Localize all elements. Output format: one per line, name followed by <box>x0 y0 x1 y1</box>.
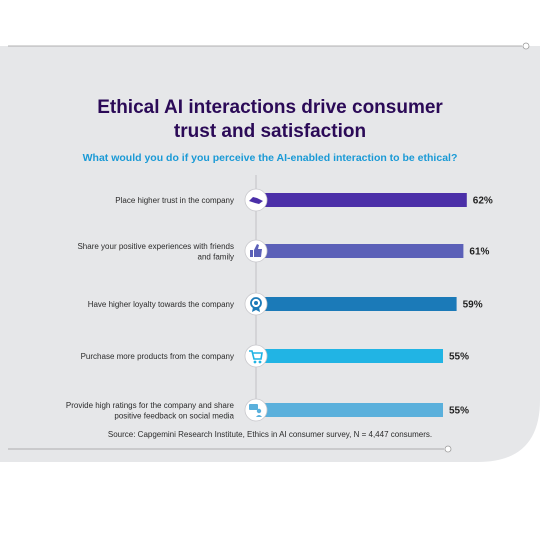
bar-3 <box>256 297 457 311</box>
category-label-1: Place higher trust in the company <box>115 196 234 205</box>
category-label-5-line-2: positive feedback on social media <box>114 411 234 420</box>
award-badge-icon <box>244 292 268 316</box>
value-label-4: 55% <box>449 352 469 363</box>
value-label-1: 62% <box>473 196 493 207</box>
bar-2 <box>256 244 464 258</box>
source-note: Source: Capgemini Research Institute, Et… <box>107 430 433 439</box>
chart-title-line-1: Ethical AI interactions drive consumer <box>97 97 443 118</box>
chat-feedback-icon <box>244 398 268 422</box>
category-label-3: Have higher loyalty towards the company <box>88 300 234 309</box>
bottom-divider-end <box>444 445 452 453</box>
value-label-2: 61% <box>469 247 489 258</box>
value-label-5: 55% <box>449 406 469 417</box>
chart-subtitle: What would you do if you perceive the AI… <box>82 152 458 164</box>
handshake-icon <box>244 188 268 212</box>
category-label-2-line-2: and family <box>198 252 234 261</box>
value-label-3: 59% <box>463 300 483 311</box>
category-label-2-line-1: Share your positive experiences with fri… <box>77 242 234 251</box>
chart-title-line-2: trust and satisfaction <box>173 121 367 142</box>
bars-layer: 62% Place higher trust in the company 61% S… <box>66 188 493 422</box>
bar-5 <box>256 403 443 417</box>
shopping-cart-icon <box>244 344 268 368</box>
thumbs-up-icon <box>244 239 268 263</box>
category-label-5-line-1: Provide high ratings for the company and… <box>66 401 235 410</box>
top-divider-end <box>522 42 530 50</box>
bar-1 <box>256 193 467 207</box>
bar-4 <box>256 349 443 363</box>
category-label-4: Purchase more products from the company <box>81 352 234 361</box>
